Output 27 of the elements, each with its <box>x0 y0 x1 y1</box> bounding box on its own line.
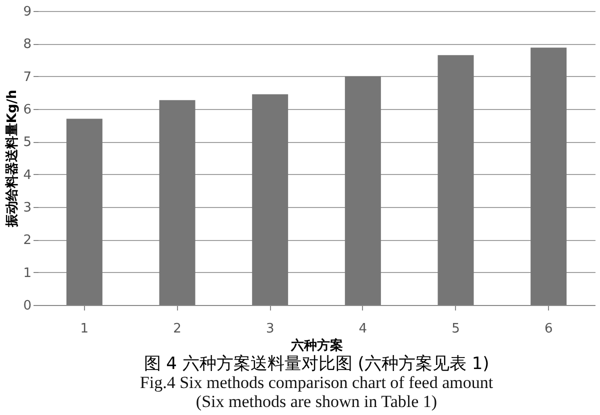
y-axis-title: 振动给料器送料量Kg/h <box>5 90 20 228</box>
y-tick-label: 6 <box>23 102 32 118</box>
x-tick-label: 3 <box>266 322 274 336</box>
x-tick-label: 2 <box>173 322 182 336</box>
y-tick-label: 9 <box>23 4 32 20</box>
y-tick-label: 2 <box>23 233 32 248</box>
x-tick-label: 6 <box>544 322 553 336</box>
y-tick-label: 4 <box>23 168 32 183</box>
bar <box>530 48 567 305</box>
y-tick-label: 0 <box>23 298 32 314</box>
caption: Fig.4 Six methods comparison chart of feed amount <box>140 373 494 392</box>
y-tick-label: 8 <box>23 37 32 52</box>
y-tick-label: 3 <box>23 200 32 216</box>
x-tick-label: 4 <box>358 322 368 336</box>
y-tick-label: 1 <box>23 266 32 281</box>
x-axis-title: 六种方案 <box>290 338 343 354</box>
bar <box>252 94 288 305</box>
y-tick-label: 7 <box>23 70 32 85</box>
x-tick-label: 1 <box>80 322 89 336</box>
y-tick-label: 5 <box>23 135 32 150</box>
text: (Six methods are shown in Table 1) <box>196 392 438 411</box>
bar <box>438 55 474 305</box>
x-tick-label: 5 <box>452 322 460 336</box>
text: 图 4 六种方案送料量对比图 (六种方案见表 1) <box>144 354 490 374</box>
bar <box>66 118 102 305</box>
bar <box>344 76 381 305</box>
bar <box>159 100 196 305</box>
